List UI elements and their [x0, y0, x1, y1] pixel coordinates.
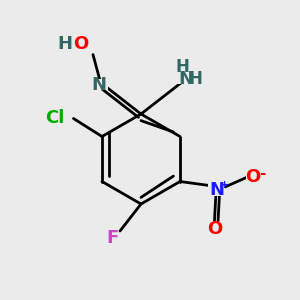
- Text: N: N: [178, 70, 194, 88]
- Bar: [58, 39, 75, 50]
- Text: N: N: [92, 76, 106, 94]
- Text: O: O: [245, 168, 260, 186]
- Bar: [74, 39, 90, 50]
- Text: +: +: [220, 180, 229, 190]
- Bar: [177, 73, 197, 84]
- Text: O: O: [208, 220, 223, 238]
- Bar: [246, 171, 266, 182]
- Text: -: -: [259, 166, 265, 181]
- Bar: [106, 232, 119, 244]
- Text: F: F: [106, 229, 119, 247]
- Text: N: N: [209, 181, 224, 199]
- Bar: [45, 112, 68, 124]
- Bar: [177, 61, 189, 72]
- Bar: [92, 79, 108, 90]
- Bar: [207, 223, 224, 235]
- Text: H: H: [57, 35, 72, 53]
- Text: H: H: [188, 70, 202, 88]
- Text: Cl: Cl: [45, 109, 64, 127]
- Text: O: O: [74, 35, 88, 53]
- Text: H: H: [175, 58, 189, 76]
- Bar: [208, 184, 225, 196]
- Bar: [189, 75, 201, 85]
